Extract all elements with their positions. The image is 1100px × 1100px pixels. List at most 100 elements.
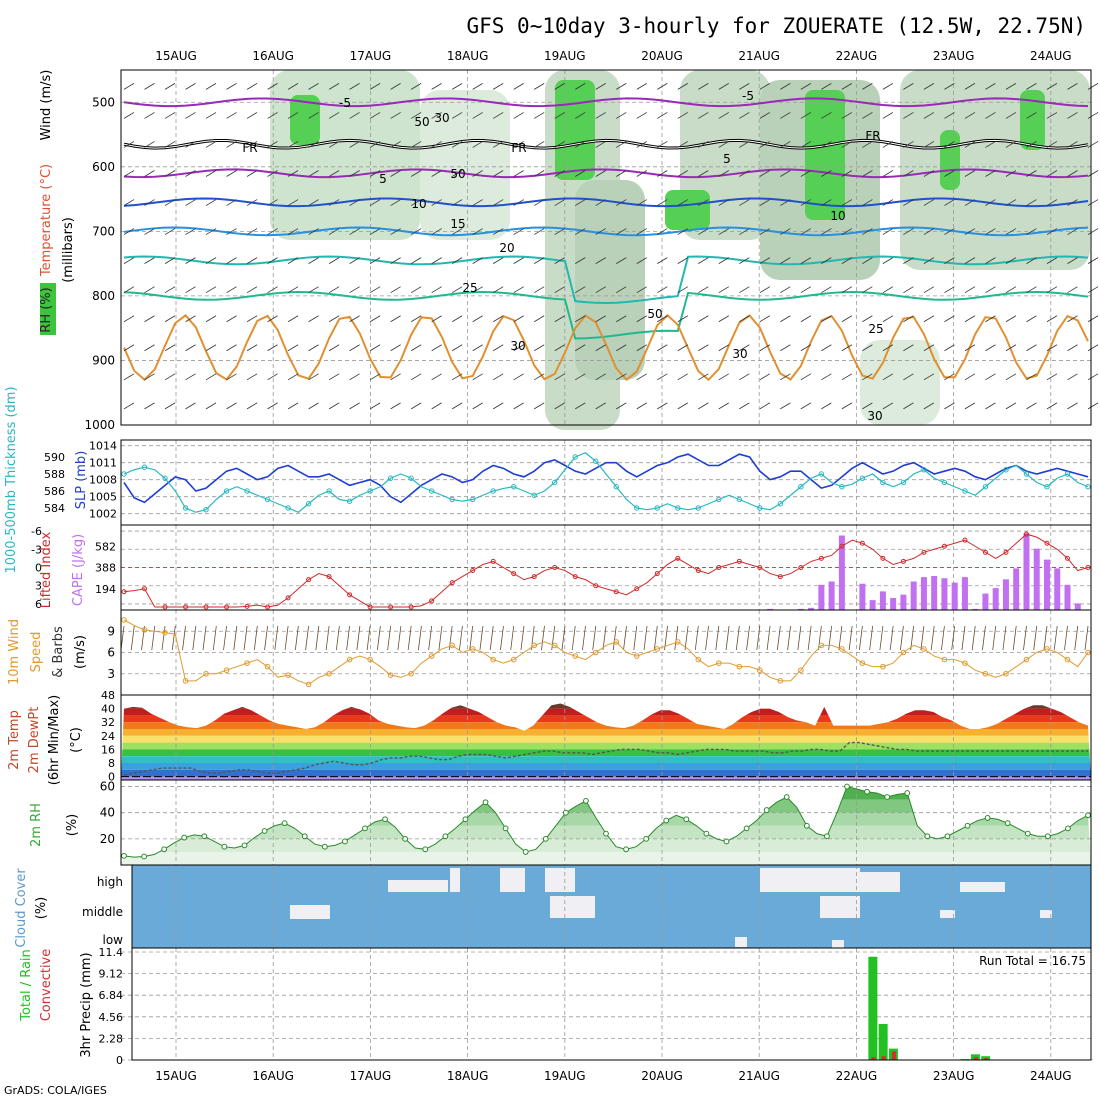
wind-barb <box>616 112 627 119</box>
wind-barb <box>164 373 176 381</box>
wind-barb <box>308 402 319 410</box>
wind-barb <box>390 170 401 177</box>
wind-barb <box>328 83 340 90</box>
li-point <box>306 577 312 583</box>
wind-barb <box>164 257 176 264</box>
wind-barb <box>882 141 894 148</box>
rh-point <box>743 825 750 832</box>
wind-barb <box>595 373 606 381</box>
cape-bar <box>818 584 825 610</box>
li-point <box>736 558 742 564</box>
thickness-point <box>654 505 660 511</box>
wind10-barb <box>858 625 863 651</box>
contour-label: 5 <box>723 152 731 166</box>
wind-barb <box>1005 373 1017 381</box>
wind-barb <box>205 373 217 381</box>
li-point <box>265 604 271 610</box>
wind10-barb <box>233 625 238 651</box>
wind-barb <box>718 286 730 294</box>
rh-point <box>763 807 770 813</box>
li-tick-label: -6 <box>31 525 42 538</box>
thickness-tick-label: 584 <box>44 502 65 515</box>
wind10-point <box>326 670 332 677</box>
wind-barb <box>390 286 401 294</box>
temp-band <box>121 769 1091 777</box>
li-point <box>142 586 148 592</box>
wind-barb <box>554 286 565 294</box>
rh-bands <box>121 786 1091 865</box>
wind-barb <box>226 170 237 177</box>
rh-band <box>121 851 1091 865</box>
wind-barb <box>575 112 586 119</box>
wind-barb <box>903 402 914 410</box>
wind-barb <box>800 373 812 381</box>
li-point <box>203 604 209 610</box>
wind-barb <box>882 228 894 235</box>
wind-barb <box>657 373 668 381</box>
wind10-axis-label-3: & Barbs <box>51 626 66 678</box>
wind-barb <box>964 141 976 148</box>
wind-barb <box>759 228 771 235</box>
wind-barb <box>1046 112 1058 119</box>
cape-bar <box>931 576 938 610</box>
wind-barb <box>349 141 360 148</box>
cape-bar <box>1002 579 1009 610</box>
wind-barb <box>616 344 627 352</box>
precip-conv-bar <box>891 1051 896 1060</box>
wind-barb <box>369 315 381 323</box>
wind-barb <box>657 286 668 294</box>
wind-barb <box>882 373 894 381</box>
top-date-label: 15AUG <box>155 49 197 63</box>
wind-barb <box>451 112 463 119</box>
rh-point <box>1024 830 1031 837</box>
precip-conv-bar <box>881 1056 886 1060</box>
freezing-level-line-inner <box>123 139 1089 149</box>
wind-barb <box>534 199 545 206</box>
wind10-barb <box>376 625 381 651</box>
wind-barb <box>534 286 545 294</box>
wind-barb <box>903 315 914 323</box>
slp-axis-label: SLP (mb) <box>74 451 89 510</box>
wind-barb <box>903 257 914 264</box>
wind-barb <box>882 199 894 206</box>
temp-tick-label: 0 <box>108 771 115 784</box>
wind-barb <box>1005 315 1017 323</box>
wind-barb <box>903 199 914 206</box>
wind-barb <box>677 170 688 177</box>
precip-tick-label: 11.4 <box>99 946 124 959</box>
rh-point <box>723 838 730 845</box>
li-point <box>347 592 353 598</box>
rh-point <box>562 809 569 816</box>
wind-barb <box>554 199 565 206</box>
wind-barb <box>287 199 299 206</box>
bottom-date-label: 23AUG <box>933 1069 975 1083</box>
wind-barb <box>841 286 853 294</box>
isotherm-line <box>123 291 1089 340</box>
rh-point <box>402 835 409 842</box>
wind-barb <box>677 83 688 90</box>
cloud-mid-block <box>820 896 860 918</box>
cape-bar <box>992 588 999 610</box>
wind-barb <box>657 315 668 323</box>
wind-barb <box>492 344 504 352</box>
cape-bar <box>1054 568 1061 610</box>
rh-point <box>603 830 609 837</box>
li-point <box>634 586 640 592</box>
wind-barb <box>575 170 586 177</box>
wind-barb <box>821 373 832 381</box>
wind-barb <box>985 315 996 323</box>
wind-barb <box>513 286 524 294</box>
wind-barb <box>944 257 955 264</box>
wind10-point <box>203 670 209 677</box>
wind10-barb <box>797 625 802 651</box>
wind-barb <box>616 257 627 264</box>
li-point <box>1085 565 1091 570</box>
wind-barb <box>841 315 853 323</box>
rh-tick-label: 20 <box>100 832 115 846</box>
wind-barb <box>636 112 647 119</box>
wind-barb <box>1067 83 1078 90</box>
thickness-point <box>572 454 578 460</box>
cloud-background <box>132 865 1091 948</box>
wind-barb <box>862 112 873 119</box>
rh-point <box>1065 825 1071 832</box>
